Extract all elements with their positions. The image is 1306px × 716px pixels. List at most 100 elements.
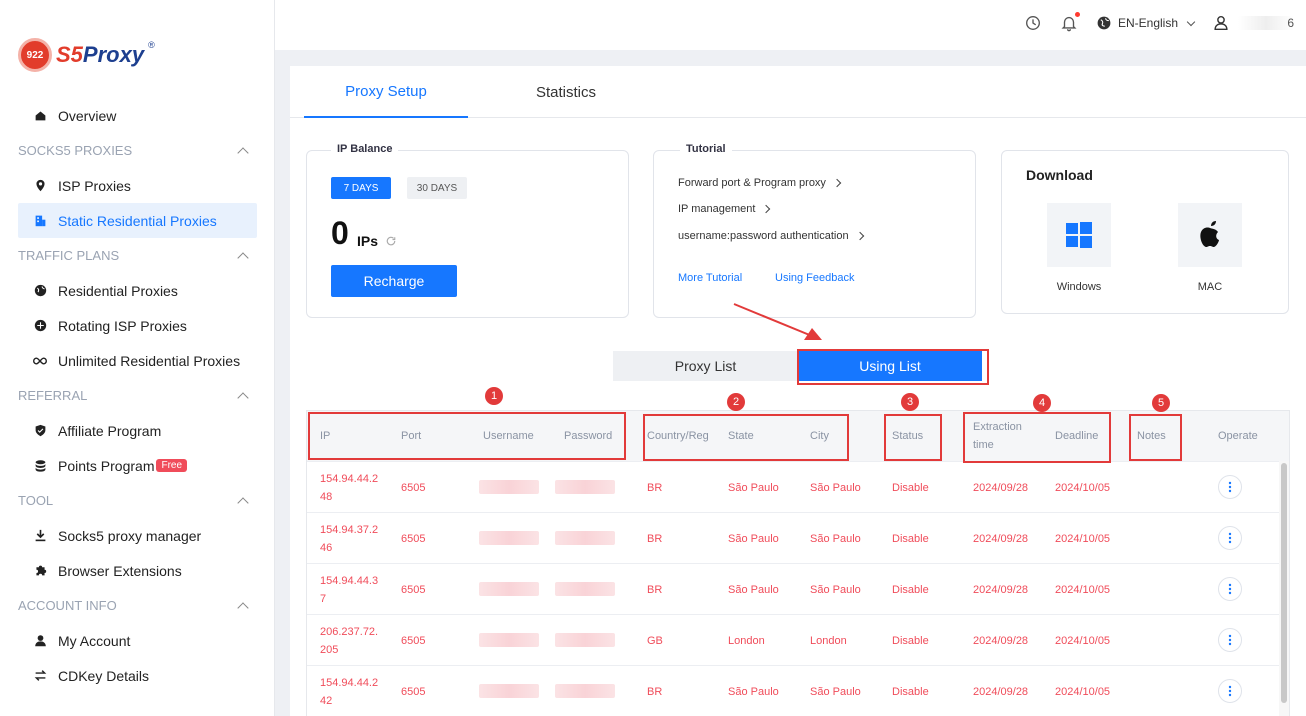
shield-icon xyxy=(30,424,50,437)
language-selector[interactable]: EN-English xyxy=(1096,15,1196,31)
cell-state: São Paulo xyxy=(728,481,779,494)
more-tutorial-link[interactable]: More Tutorial xyxy=(678,272,743,284)
proxy-list-toggle[interactable]: Proxy List xyxy=(613,351,798,381)
sidebar-item-label: Residential Proxies xyxy=(58,282,178,299)
tab-statistics[interactable]: Statistics xyxy=(535,83,596,101)
cell-ip: 154.94.37.246 xyxy=(320,523,379,554)
sidebar-item-static-residential-proxies[interactable]: Static Residential Proxies xyxy=(18,203,257,238)
header-extraction-time: Extraction time xyxy=(973,421,1022,451)
more-options-button[interactable] xyxy=(1218,577,1242,601)
more-options-button[interactable] xyxy=(1218,628,1242,652)
recharge-button[interactable]: Recharge xyxy=(331,265,457,297)
tutorial-link-ip-management[interactable]: IP management xyxy=(678,203,771,215)
cell-status: Disable xyxy=(892,634,929,647)
cell-state: São Paulo xyxy=(728,685,779,698)
cell-extraction: 2024/09/28 xyxy=(973,685,1029,698)
header-password: Password xyxy=(564,430,613,442)
sidebar-section-label: REFERRAL xyxy=(18,388,88,403)
cell-deadline: 2024/10/05 xyxy=(1055,583,1111,596)
cell-extraction: 2024/09/28 xyxy=(973,634,1029,647)
cell-country: BR xyxy=(647,685,663,698)
cell-ip: 154.94.44.242 xyxy=(320,676,379,707)
history-icon[interactable] xyxy=(1024,14,1042,32)
sidebar-item-points-program[interactable]: Points Program Free xyxy=(18,448,257,483)
bell-icon[interactable] xyxy=(1060,12,1080,32)
refresh-icon[interactable] xyxy=(385,235,397,250)
chevron-down-icon xyxy=(1186,17,1196,26)
tab-proxy-setup[interactable]: Proxy Setup xyxy=(304,66,468,118)
cell-country: GB xyxy=(647,634,663,647)
redacted-password xyxy=(555,480,615,494)
logo-text: S5Proxy xyxy=(56,42,144,68)
sidebar-item-label: Browser Extensions xyxy=(58,562,182,579)
sidebar-section-socks5-proxies[interactable]: SOCKS5 PROXIES xyxy=(0,133,275,168)
header-state: State xyxy=(728,430,754,442)
header-status: Status xyxy=(892,430,924,442)
annotation-number-2: 2 xyxy=(727,393,745,411)
user-menu[interactable]: 6 xyxy=(1212,14,1294,32)
tutorial-panel: Tutorial Forward port & Program proxy IP… xyxy=(653,143,976,318)
more-options-button[interactable] xyxy=(1218,526,1242,550)
home-icon xyxy=(30,109,50,122)
sidebar-item-rotating-isp-proxies[interactable]: Rotating ISP Proxies xyxy=(18,308,257,343)
sidebar-item-affiliate-program[interactable]: Affiliate Program xyxy=(18,413,257,448)
scrollbar-thumb[interactable] xyxy=(1281,463,1287,703)
sidebar-section-account-info[interactable]: ACCOUNT INFO xyxy=(0,588,275,623)
top-bar: EN-English 6 xyxy=(275,0,1306,50)
chevron-up-icon xyxy=(237,391,249,404)
chevron-up-icon xyxy=(237,601,249,614)
sidebar-item-unlimited-residential-proxies[interactable]: Unlimited Residential Proxies xyxy=(18,343,257,378)
using-list-toggle[interactable]: Using List xyxy=(798,351,982,381)
using-feedback-link[interactable]: Using Feedback xyxy=(775,272,855,284)
cell-status: Disable xyxy=(892,685,929,698)
cell-deadline: 2024/10/05 xyxy=(1055,481,1111,494)
chevron-up-icon xyxy=(237,251,249,264)
7-days-button[interactable]: 7 DAYS xyxy=(331,177,391,199)
sidebar-item-label: ISP Proxies xyxy=(58,177,131,194)
mac-download-button[interactable] xyxy=(1178,203,1242,267)
more-vertical-icon xyxy=(1228,583,1232,595)
more-options-button[interactable] xyxy=(1218,475,1242,499)
redacted-password xyxy=(555,684,615,698)
redacted-password xyxy=(555,531,615,545)
logo-badge-icon: 922 xyxy=(18,38,52,72)
download-title: Download xyxy=(1026,167,1093,183)
tutorial-link-forward-port[interactable]: Forward port & Program proxy xyxy=(678,177,842,189)
sidebar-item-browser-extensions[interactable]: Browser Extensions xyxy=(18,553,257,588)
cell-extraction: 2024/09/28 xyxy=(973,532,1029,545)
redacted-password xyxy=(555,582,615,596)
cell-port: 6505 xyxy=(401,634,426,647)
header-notes: Notes xyxy=(1137,430,1166,442)
cell-city: São Paulo xyxy=(810,532,861,545)
table-scrollbar[interactable] xyxy=(1279,461,1289,716)
tutorial-link-auth[interactable]: username:password authentication xyxy=(678,230,864,242)
more-options-button[interactable] xyxy=(1218,679,1242,703)
sidebar-section-traffic-plans[interactable]: TRAFFIC PLANS xyxy=(0,238,275,273)
sidebar-section-tool[interactable]: TOOL xyxy=(0,483,275,518)
location-pin-icon xyxy=(30,179,50,192)
table-row: 154.94.44.37 6505 BR São Paulo São Paulo Disa… xyxy=(307,563,1289,614)
sidebar-item-isp-proxies[interactable]: ISP Proxies xyxy=(18,168,257,203)
logo-text-s5: S5 xyxy=(56,42,83,67)
chevron-right-icon xyxy=(832,178,842,188)
sidebar-item-cdkey-details[interactable]: CDKey Details xyxy=(18,658,257,693)
annotation-number-3: 3 xyxy=(901,393,919,411)
sidebar-item-label: Affiliate Program xyxy=(58,422,162,439)
cell-country: BR xyxy=(647,532,663,545)
sidebar-item-socks5-proxy-manager[interactable]: Socks5 proxy manager xyxy=(18,518,257,553)
cell-city: London xyxy=(810,634,847,647)
cell-port: 6505 xyxy=(401,685,426,698)
sidebar-item-residential-proxies[interactable]: Residential Proxies xyxy=(18,273,257,308)
windows-download-button[interactable] xyxy=(1047,203,1111,267)
30-days-button[interactable]: 30 DAYS xyxy=(407,177,467,199)
cell-deadline: 2024/10/05 xyxy=(1055,532,1111,545)
ip-unit: IPs xyxy=(357,233,379,249)
sidebar-item-overview[interactable]: Overview xyxy=(18,98,257,133)
chevron-right-icon xyxy=(762,204,771,214)
tutorial-link-label: Forward port & Program proxy xyxy=(678,177,826,189)
logo-registered: ® xyxy=(148,40,155,50)
redacted-username xyxy=(479,531,539,545)
sidebar-section-referral[interactable]: REFERRAL xyxy=(0,378,275,413)
sidebar-item-my-account[interactable]: My Account xyxy=(18,623,257,658)
brand-logo[interactable]: 922 S5Proxy ® xyxy=(18,38,155,72)
